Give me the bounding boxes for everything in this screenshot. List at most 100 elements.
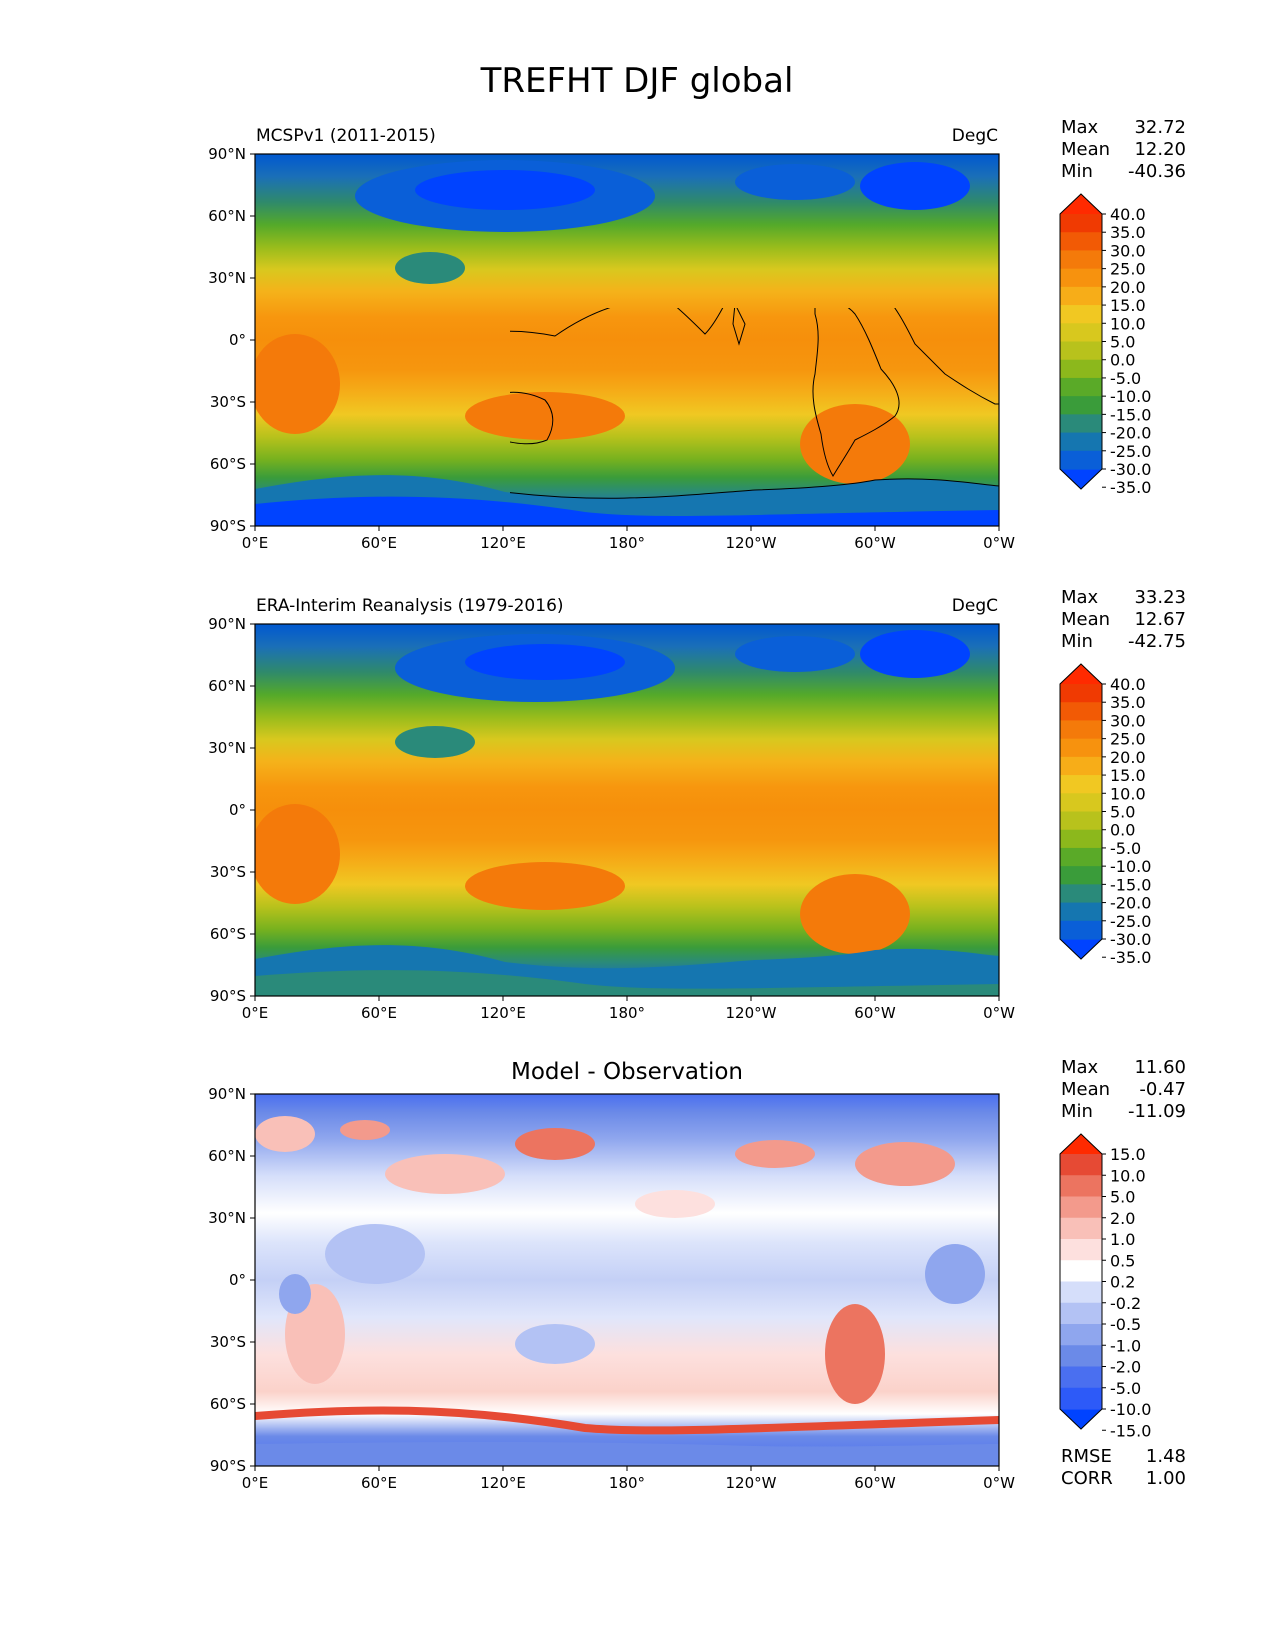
colorbar-label: 40.0 bbox=[1110, 675, 1146, 694]
colorbar-extend-max bbox=[1060, 194, 1102, 214]
colorbar-label: -35.0 bbox=[1110, 948, 1151, 967]
stat-value-max: 33.23 bbox=[1134, 587, 1186, 608]
colorbar-segment bbox=[1060, 829, 1102, 849]
colorbar-label: 20.0 bbox=[1110, 748, 1146, 767]
colorbar-label: -1.0 bbox=[1110, 1336, 1141, 1355]
x-tick-label: 0°E bbox=[242, 1474, 269, 1492]
colorbar-segment bbox=[1060, 1217, 1102, 1240]
colorbar-label: 0.0 bbox=[1110, 351, 1135, 370]
colorbar-segment bbox=[1060, 268, 1102, 288]
colorbar-segment bbox=[1060, 250, 1102, 270]
colorbar-segment bbox=[1060, 702, 1102, 722]
y-tick-label: 0° bbox=[229, 1271, 246, 1289]
stat-value-mean: 12.20 bbox=[1134, 139, 1186, 160]
colorbar-label: 40.0 bbox=[1110, 205, 1146, 224]
colorbar-segment bbox=[1060, 232, 1102, 252]
colorbar-label: -15.0 bbox=[1110, 1421, 1151, 1440]
x-tick-label: 60°E bbox=[361, 1474, 397, 1492]
colorbar-label: -15.0 bbox=[1110, 405, 1151, 424]
panel-model: MCSPv1 (2011-2015) DegC bbox=[254, 126, 1000, 527]
colorbar-label: 5.0 bbox=[1110, 333, 1135, 352]
greenland-cold-core bbox=[860, 162, 970, 210]
colorbar-segment bbox=[1060, 847, 1102, 867]
colorbar-label: 0.2 bbox=[1110, 1273, 1135, 1292]
y-tick-label: 60°S bbox=[210, 1395, 246, 1413]
colorbar-segment bbox=[1060, 1281, 1102, 1304]
colorbar-segment bbox=[1060, 1196, 1102, 1219]
colorbar-segment bbox=[1060, 432, 1102, 452]
colorbar-label: 25.0 bbox=[1110, 730, 1146, 749]
tibet-cold-spot bbox=[395, 252, 465, 284]
stat-value-min: -42.75 bbox=[1128, 631, 1186, 652]
colorbar-label: 20.0 bbox=[1110, 278, 1146, 297]
colorbar-label: 10.0 bbox=[1110, 314, 1146, 333]
x-tick-label: 120°W bbox=[726, 1004, 777, 1022]
greenland-cold-core bbox=[860, 630, 970, 678]
colorbar-segment bbox=[1060, 884, 1102, 904]
corr-label: CORR bbox=[1061, 1468, 1113, 1489]
x-tick-label: 120°E bbox=[480, 1004, 526, 1022]
colorbar-segment bbox=[1060, 920, 1102, 940]
colorbar-segment bbox=[1060, 1260, 1102, 1283]
y-tick-label: 60°N bbox=[208, 207, 246, 225]
panel-obs-subtitle-left: ERA-Interim Reanalysis (1979-2016) bbox=[256, 596, 564, 616]
stat-label-mean: Mean bbox=[1061, 609, 1110, 630]
colorbar-segment bbox=[1060, 414, 1102, 434]
y-tick-label: 90°S bbox=[210, 1457, 246, 1475]
y-tick-label: 60°S bbox=[210, 925, 246, 943]
x-tick-label: 0°W bbox=[983, 1474, 1015, 1492]
colorbar-segment bbox=[1060, 286, 1102, 306]
stat-label-max: Max bbox=[1061, 117, 1099, 138]
colorbar-label: 35.0 bbox=[1110, 223, 1146, 242]
colorbar-segment bbox=[1060, 793, 1102, 813]
colorbar-label: 5.0 bbox=[1110, 803, 1135, 822]
colorbar-segment bbox=[1060, 377, 1102, 397]
panel-diff: Model - Observation bbox=[254, 1059, 1186, 1489]
stat-value-min: -40.36 bbox=[1128, 161, 1186, 182]
colorbar-segment bbox=[1060, 902, 1102, 922]
stat-label-min: Min bbox=[1061, 1101, 1093, 1122]
colorbar-label: 35.0 bbox=[1110, 693, 1146, 712]
colorbar-extend-max bbox=[1060, 1134, 1102, 1154]
x-tick-label: 60°W bbox=[854, 1474, 896, 1492]
colorbar-segment bbox=[1060, 1154, 1102, 1176]
colorbar-label: -25.0 bbox=[1110, 442, 1151, 461]
colorbar-segment bbox=[1060, 214, 1102, 233]
colorbar-label: -10.0 bbox=[1110, 1400, 1151, 1419]
stat-label-mean: Mean bbox=[1061, 1079, 1110, 1100]
y-tick-label: 90°S bbox=[210, 517, 246, 535]
stat-value-max: 11.60 bbox=[1134, 1057, 1186, 1078]
colorbar-segment bbox=[1060, 341, 1102, 361]
colorbar-extend-min bbox=[1060, 469, 1102, 489]
colorbar-label: 30.0 bbox=[1110, 711, 1146, 730]
colorbar-segment bbox=[1060, 359, 1102, 379]
colorbar-segment bbox=[1060, 1175, 1102, 1198]
stat-label-min: Min bbox=[1061, 161, 1093, 182]
y-tick-label: 90°N bbox=[208, 145, 246, 163]
colorbar-label: -20.0 bbox=[1110, 894, 1151, 913]
stat-value-mean: 12.67 bbox=[1134, 609, 1186, 630]
x-tick-label: 120°E bbox=[480, 534, 526, 552]
panel-model-coastlines bbox=[510, 308, 1000, 499]
colorbar-segment bbox=[1060, 738, 1102, 758]
panel-model-subtitle-left: MCSPv1 (2011-2015) bbox=[256, 126, 436, 146]
colorbar-segment bbox=[1060, 1387, 1102, 1410]
colorbar-segment bbox=[1060, 1366, 1102, 1389]
colorbar-label: -0.2 bbox=[1110, 1294, 1141, 1313]
colorbar-label: -25.0 bbox=[1110, 912, 1151, 931]
colorbar-extend-min bbox=[1060, 939, 1102, 959]
y-tick-label: 60°N bbox=[208, 677, 246, 695]
colorbar-label: 2.0 bbox=[1110, 1209, 1135, 1228]
colorbar-label: 10.0 bbox=[1110, 784, 1146, 803]
y-tick-label: 60°N bbox=[208, 1147, 246, 1165]
panel-diff-map bbox=[255, 1094, 999, 1466]
y-tick-label: 30°S bbox=[210, 1333, 246, 1351]
rmse-value: 1.48 bbox=[1146, 1446, 1186, 1467]
colorbar-segment bbox=[1060, 756, 1102, 776]
stat-label-mean: Mean bbox=[1061, 139, 1110, 160]
x-tick-label: 60°E bbox=[361, 1004, 397, 1022]
colorbar-segment bbox=[1060, 305, 1102, 324]
colorbar-extend-max bbox=[1060, 664, 1102, 684]
stat-label-max: Max bbox=[1061, 1057, 1099, 1078]
